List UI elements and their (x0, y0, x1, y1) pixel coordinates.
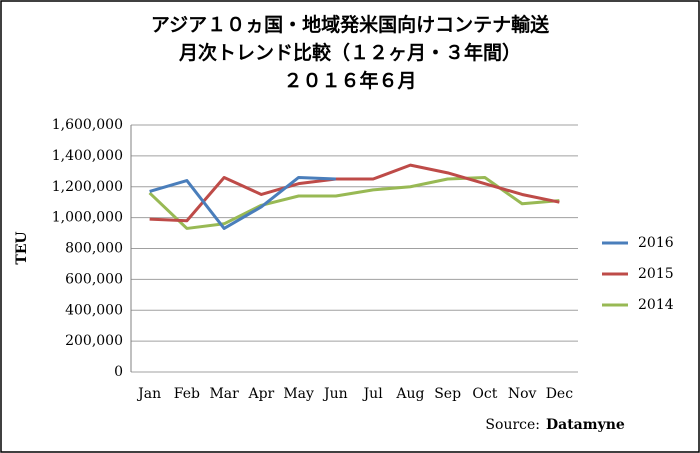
legend-label: 2015 (638, 266, 674, 282)
y-tick-label: 0 (114, 364, 123, 380)
legend-label: 2016 (638, 235, 674, 251)
x-tick-label: Sep (434, 386, 461, 402)
x-tick-label: Jan (136, 386, 161, 402)
y-axis-label: TEU (14, 231, 30, 264)
source-label: Source: (485, 417, 540, 433)
chart-title: アジア１０ヵ国・地域発米国向けコンテナ輸送 (151, 13, 550, 36)
chart-title: ２０１６年６月 (283, 69, 416, 92)
x-tick-label: May (283, 386, 314, 402)
y-tick-label: 1,600,000 (52, 117, 123, 133)
x-tick-label: Jul (362, 386, 384, 402)
x-tick-label: Nov (508, 386, 537, 402)
legend-label: 2014 (638, 297, 674, 313)
y-tick-label: 1,400,000 (52, 148, 123, 164)
y-tick-label: 600,000 (65, 271, 123, 287)
y-tick-label: 400,000 (65, 302, 123, 318)
x-tick-label: Dec (546, 386, 574, 402)
y-tick-label: 800,000 (65, 241, 123, 257)
series-line (149, 175, 336, 230)
x-tick-label: Feb (174, 386, 200, 402)
y-tick-label: 1,000,000 (52, 210, 123, 226)
series-line (149, 163, 560, 223)
series-line (148, 175, 560, 230)
y-tick-label: 1,200,000 (52, 179, 123, 195)
x-tick-label: Jun (322, 386, 348, 402)
x-tick-label: Aug (395, 386, 424, 402)
x-tick-label: Mar (209, 386, 239, 402)
source-name: Datamyne (546, 417, 625, 433)
x-tick-label: Apr (247, 386, 274, 402)
y-tick-label: 200,000 (65, 333, 123, 349)
chart-title: 月次トレンド比較（１２ヶ月・３年間） (178, 41, 521, 64)
x-tick-label: Oct (472, 386, 497, 402)
